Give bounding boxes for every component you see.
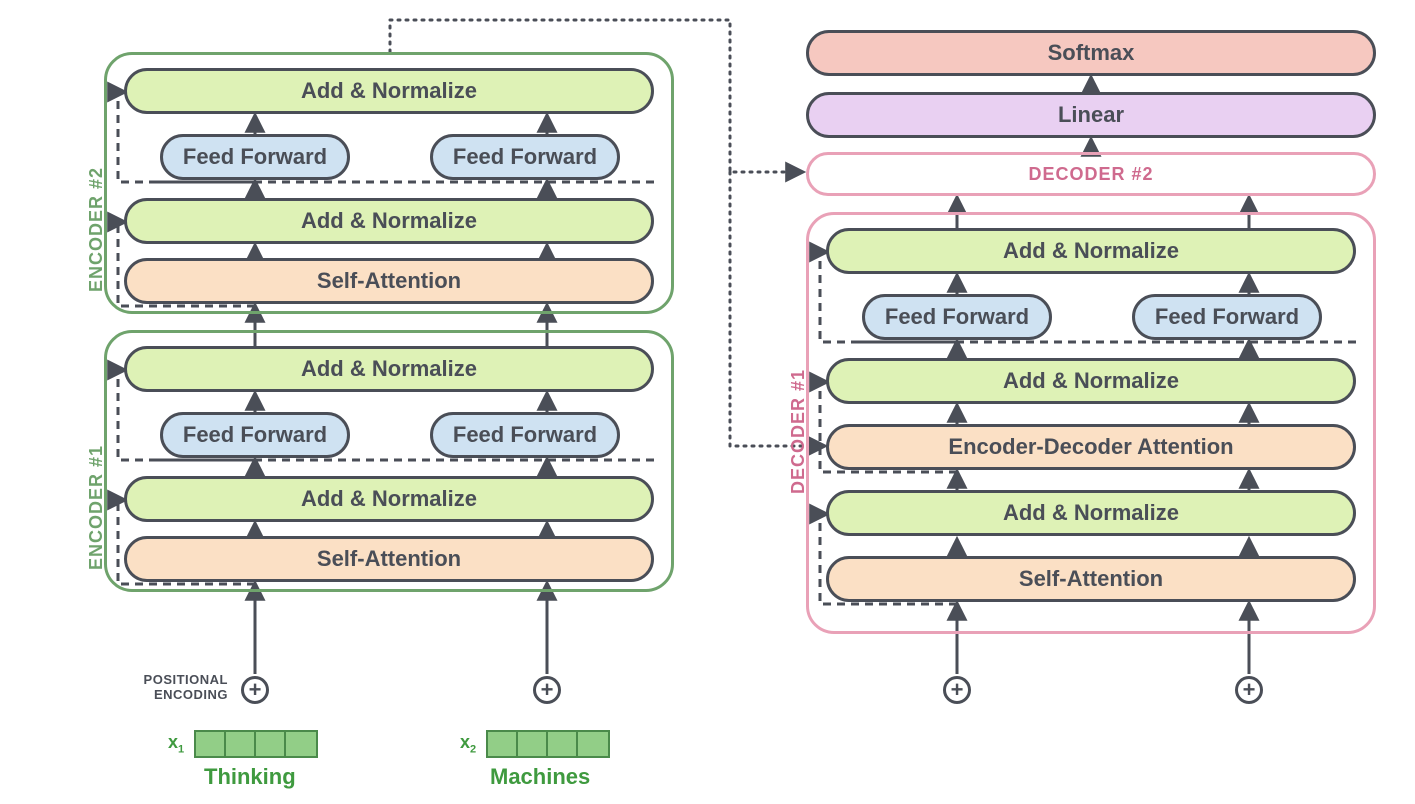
decoder-1-side-label: DECODER #1 bbox=[788, 369, 809, 494]
softmax-block: Softmax bbox=[806, 30, 1376, 76]
decoder-2-box: DECODER #2 bbox=[806, 152, 1376, 196]
dec1-addnorm-bot: Add & Normalize bbox=[826, 490, 1356, 536]
block-label: Add & Normalize bbox=[1003, 500, 1179, 526]
token-x2-vector bbox=[486, 730, 610, 758]
enc2-addnorm-mid: Add & Normalize bbox=[124, 198, 654, 244]
block-label: Feed Forward bbox=[453, 422, 597, 448]
token-x1-word: Thinking bbox=[204, 764, 296, 790]
plus-icon: + bbox=[1235, 676, 1263, 704]
block-label: Encoder-Decoder Attention bbox=[948, 434, 1233, 460]
block-label: Self-Attention bbox=[317, 546, 461, 572]
plus-icon: + bbox=[943, 676, 971, 704]
softmax-label: Softmax bbox=[1048, 40, 1135, 66]
dec1-self-attention: Self-Attention bbox=[826, 556, 1356, 602]
block-label: Feed Forward bbox=[183, 422, 327, 448]
linear-label: Linear bbox=[1058, 102, 1124, 128]
dec1-feedforward-left: Feed Forward bbox=[862, 294, 1052, 340]
block-label: Add & Normalize bbox=[301, 208, 477, 234]
enc2-self-attention: Self-Attention bbox=[124, 258, 654, 304]
encoder-2-side-label: ENCODER #2 bbox=[86, 167, 107, 292]
enc2-feedforward-right: Feed Forward bbox=[430, 134, 620, 180]
plus-icon: + bbox=[241, 676, 269, 704]
block-label: Feed Forward bbox=[885, 304, 1029, 330]
enc1-addnorm-mid: Add & Normalize bbox=[124, 476, 654, 522]
plus-icon: + bbox=[533, 676, 561, 704]
token-x1-symbol: x1 bbox=[168, 732, 184, 756]
block-label: Feed Forward bbox=[1155, 304, 1299, 330]
diagram-canvas: DECODER #2 ENCODER #2 ENCODER #1 DECODER… bbox=[0, 0, 1415, 804]
enc2-feedforward-left: Feed Forward bbox=[160, 134, 350, 180]
block-label: Self-Attention bbox=[317, 268, 461, 294]
enc1-addnorm-top: Add & Normalize bbox=[124, 346, 654, 392]
token-x2-word: Machines bbox=[490, 764, 590, 790]
block-label: Add & Normalize bbox=[301, 356, 477, 382]
block-label: Feed Forward bbox=[183, 144, 327, 170]
token-x1-vector bbox=[194, 730, 318, 758]
decoder-2-label: DECODER #2 bbox=[1028, 164, 1153, 185]
block-label: Add & Normalize bbox=[1003, 238, 1179, 264]
dec1-encdec-attention: Encoder-Decoder Attention bbox=[826, 424, 1356, 470]
positional-encoding-label: POSITIONALENCODING bbox=[128, 672, 228, 702]
block-label: Add & Normalize bbox=[301, 486, 477, 512]
block-label: Self-Attention bbox=[1019, 566, 1163, 592]
block-label: Feed Forward bbox=[453, 144, 597, 170]
dec1-feedforward-right: Feed Forward bbox=[1132, 294, 1322, 340]
linear-block: Linear bbox=[806, 92, 1376, 138]
enc1-self-attention: Self-Attention bbox=[124, 536, 654, 582]
block-label: Add & Normalize bbox=[301, 78, 477, 104]
encoder-1-side-label: ENCODER #1 bbox=[86, 445, 107, 570]
enc1-feedforward-left: Feed Forward bbox=[160, 412, 350, 458]
token-x2-symbol: x2 bbox=[460, 732, 476, 756]
block-label: Add & Normalize bbox=[1003, 368, 1179, 394]
dec1-addnorm-mid: Add & Normalize bbox=[826, 358, 1356, 404]
enc1-feedforward-right: Feed Forward bbox=[430, 412, 620, 458]
dec1-addnorm-top: Add & Normalize bbox=[826, 228, 1356, 274]
enc2-addnorm-top: Add & Normalize bbox=[124, 68, 654, 114]
